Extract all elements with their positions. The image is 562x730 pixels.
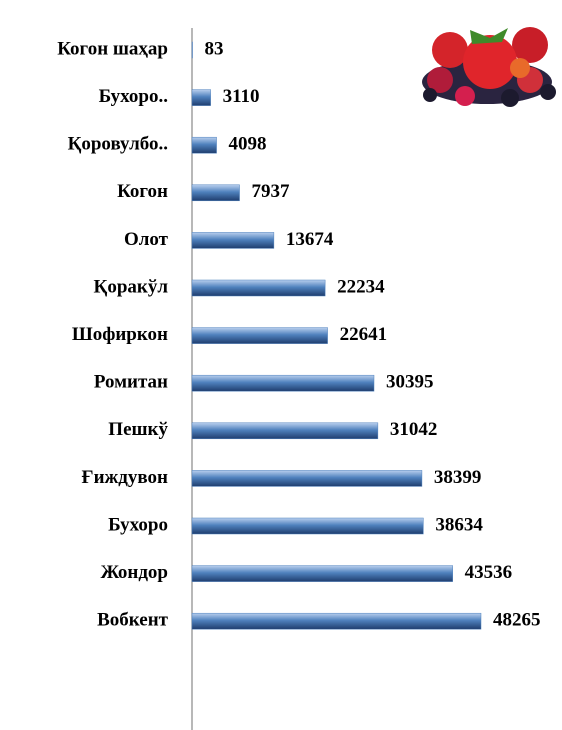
bar	[191, 279, 326, 297]
bar	[191, 470, 423, 487]
value-label: 22234	[337, 276, 385, 297]
category-label: Ғиждувон	[81, 467, 168, 488]
bar	[191, 89, 211, 106]
bar	[191, 136, 217, 154]
value-label: 3110	[223, 86, 260, 107]
category-label: Вобкент	[97, 610, 169, 631]
category-label: Когон	[117, 181, 168, 202]
value-label: 31042	[390, 419, 438, 440]
category-label: Бухоро	[108, 514, 168, 535]
value-label: 38399	[434, 467, 482, 488]
category-label: Қоракўл	[94, 276, 169, 297]
bar	[191, 422, 379, 440]
bar	[191, 327, 328, 344]
category-label: Бухоро..	[99, 86, 168, 107]
value-label: 7937	[252, 181, 290, 202]
value-label: 4098	[229, 134, 267, 155]
value-label: 43536	[465, 562, 513, 583]
bar	[191, 184, 240, 202]
bar	[191, 612, 482, 630]
category-label: Қоровулбо..	[68, 134, 168, 155]
category-label: Жондор	[101, 562, 168, 583]
category-label: Когон шаҳар	[57, 38, 168, 59]
category-label: Ромитан	[94, 372, 168, 393]
value-label: 13674	[286, 229, 334, 250]
value-label: 48265	[493, 610, 541, 631]
value-label: 30395	[386, 372, 434, 393]
value-label: 38634	[435, 514, 483, 535]
berries-picture	[422, 27, 556, 107]
value-label: 22641	[340, 324, 388, 345]
value-label: 83	[204, 38, 223, 59]
bar	[191, 374, 375, 392]
category-label: Олот	[124, 229, 169, 250]
bar	[191, 517, 424, 535]
category-label: Пешкў	[108, 419, 168, 440]
bar	[191, 565, 453, 582]
bar	[191, 232, 275, 249]
category-label: Шофиркон	[72, 324, 168, 345]
